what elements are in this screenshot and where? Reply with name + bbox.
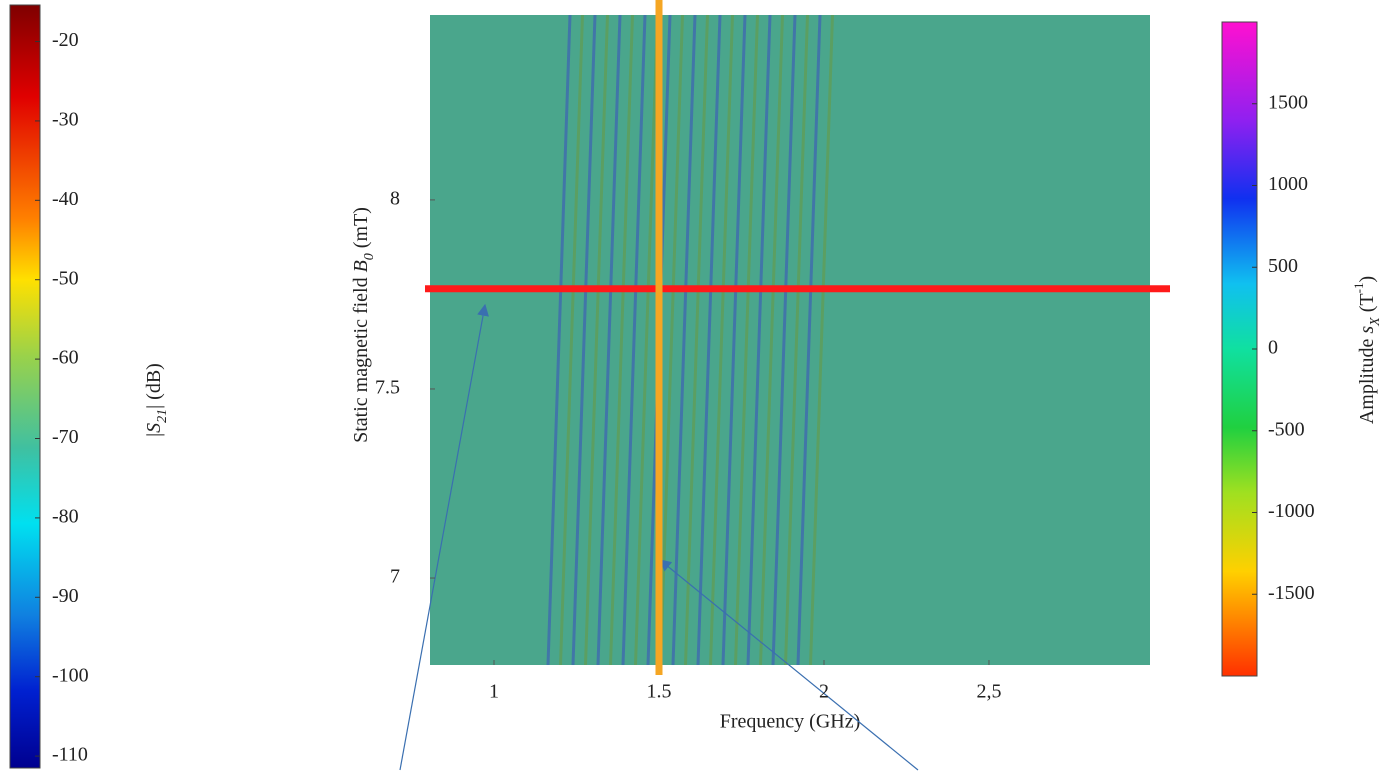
stripe <box>571 14 597 666</box>
label-part: (mT) <box>350 207 372 253</box>
x-tick-label: 2 <box>819 681 829 703</box>
colorbar-tick-label: -80 <box>52 505 79 527</box>
label-part: X <box>1368 317 1383 327</box>
stripe <box>584 14 609 666</box>
stripe <box>809 14 834 666</box>
stripe <box>784 14 809 666</box>
stripe <box>621 14 647 666</box>
label-part: 0 <box>362 253 377 260</box>
label-part: 21 <box>155 409 170 423</box>
colorbar-right <box>1221 21 1258 677</box>
stripe <box>734 14 759 666</box>
colorbar-tick-label: -110 <box>52 744 88 766</box>
colorbar-tick-label: -1000 <box>1268 500 1315 522</box>
colorbar-tick-label: -1500 <box>1268 582 1315 604</box>
stripe <box>609 14 634 666</box>
label-part: | <box>143 433 165 437</box>
stripe <box>659 14 684 666</box>
colorbar-tick-label: 1500 <box>1268 91 1308 113</box>
label-part: S <box>143 423 165 433</box>
y-tick-label: 7.5 <box>375 377 400 399</box>
stripe <box>759 14 784 666</box>
x-tick-label: 2,5 <box>976 681 1001 703</box>
colorbar-left <box>9 4 41 769</box>
label-part: (T <box>1356 293 1378 317</box>
y-axis-label: Static magnetic field B0 (mT) <box>350 207 377 443</box>
stripe <box>684 14 709 666</box>
stripe <box>771 14 797 666</box>
colorbar-tick-label: 500 <box>1268 255 1298 277</box>
heatmap-stripes <box>546 14 834 666</box>
label-part: | (dB) <box>143 363 165 409</box>
stripe <box>559 14 584 666</box>
colorbar-tick-label: -60 <box>52 347 79 369</box>
colorbar-tick-label: -70 <box>52 426 79 448</box>
x-tick-label: 1 <box>489 681 499 703</box>
label-part: ) <box>1356 276 1378 283</box>
stripe <box>796 14 822 666</box>
colorbar-tick-label: -20 <box>52 29 79 51</box>
stripe <box>634 14 659 666</box>
stripe <box>671 14 697 666</box>
colorbar-label: |S21| (dB) <box>143 363 170 437</box>
x-tick-label: 1.5 <box>647 681 672 703</box>
stripe <box>596 14 622 666</box>
colorbar-tick-label: -30 <box>52 109 79 131</box>
y-tick-label: 8 <box>390 187 400 209</box>
colorbar-tick-label: 0 <box>1268 337 1278 359</box>
label-part: Amplitude <box>1356 334 1378 425</box>
arrow <box>399 303 489 771</box>
label-part: B <box>350 260 372 272</box>
stripe <box>746 14 772 666</box>
x-axis-label: Frequency (GHz) <box>720 711 861 733</box>
colorbar-tick-label: -500 <box>1268 418 1305 440</box>
colorbar-tick-label: -50 <box>52 267 79 289</box>
stripe <box>709 14 734 666</box>
stripe <box>546 14 572 666</box>
stripe <box>696 14 722 666</box>
colorbar-tick-label: 1000 <box>1268 173 1308 195</box>
label-part: -1 <box>1351 283 1366 294</box>
label-part: s <box>1356 326 1378 334</box>
y-tick-label: 7 <box>390 566 400 588</box>
label-part: Static magnetic field <box>350 272 372 443</box>
colorbar-tick-label: -40 <box>52 188 79 210</box>
colorbar-tick-label: -90 <box>52 585 79 607</box>
arrow <box>659 559 919 771</box>
colorbar-label: Amplitude sX (T-1) <box>1351 276 1382 424</box>
colorbar-tick-label: -100 <box>52 664 89 686</box>
stripe <box>721 14 747 666</box>
